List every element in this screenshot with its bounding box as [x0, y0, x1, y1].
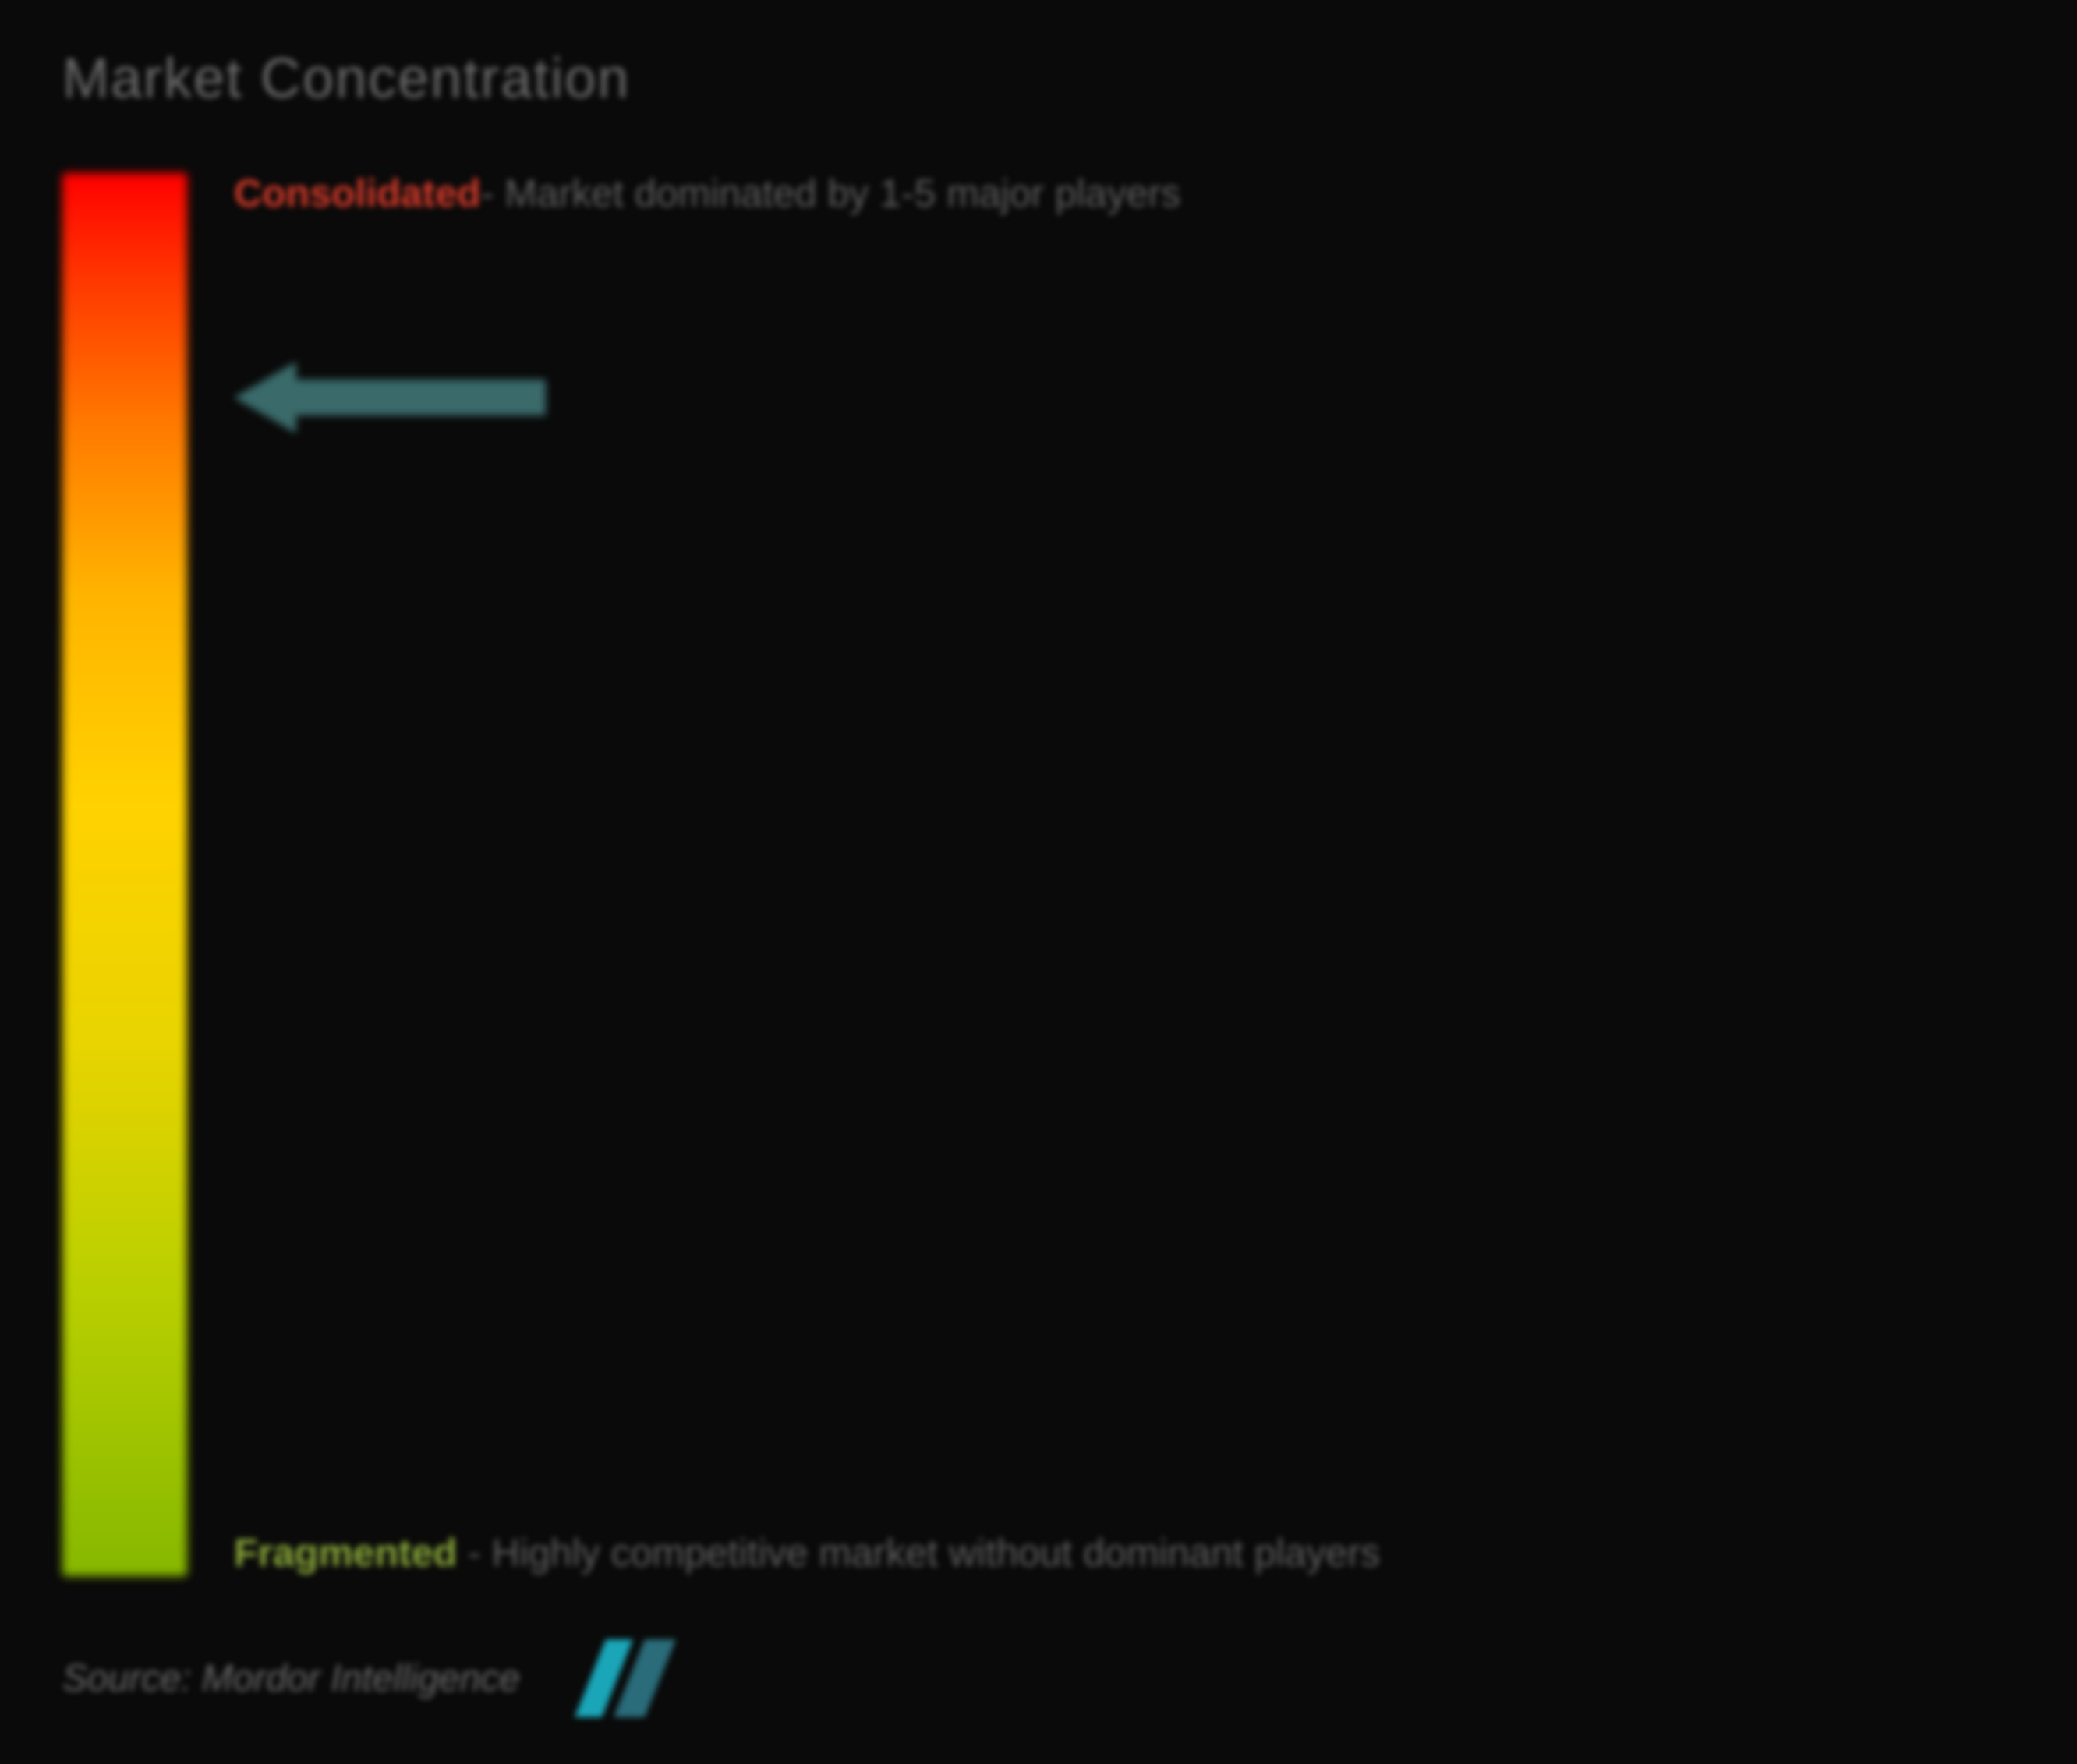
arrow-icon — [234, 362, 546, 433]
chart-container: Market Concentration Consolidated- Marke… — [0, 0, 2077, 1764]
position-indicator-arrow — [234, 362, 546, 437]
chart-title: Market Concentration — [62, 47, 2015, 111]
source-attribution: Source: Mordor Intelligence — [62, 1657, 520, 1700]
chart-footer: Source: Mordor Intelligence — [62, 1639, 684, 1717]
fragmented-description: - Highly competitive market without domi… — [457, 1531, 1380, 1575]
labels-column: Consolidated- Market dominated by 1-5 ma… — [234, 173, 2015, 1576]
fragmented-label: Fragmented - Highly competitive market w… — [234, 1522, 1380, 1584]
mordor-logo-icon — [567, 1639, 684, 1717]
consolidated-keyword: Consolidated — [234, 171, 481, 215]
consolidated-description: - Market dominated by 1-5 major players — [481, 171, 1181, 215]
fragmented-keyword: Fragmented — [234, 1531, 457, 1575]
chart-area: Consolidated- Market dominated by 1-5 ma… — [62, 173, 2015, 1576]
concentration-gradient-bar — [62, 173, 187, 1576]
consolidated-label: Consolidated- Market dominated by 1-5 ma… — [234, 168, 1180, 219]
